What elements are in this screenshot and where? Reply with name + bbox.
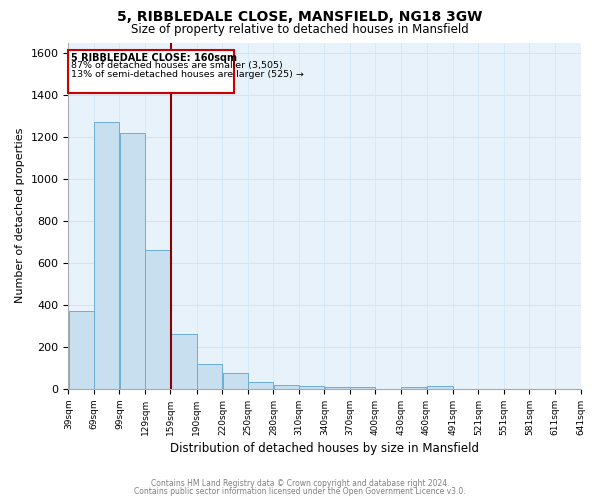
Bar bbox=[401, 387, 427, 389]
Text: 13% of semi-detached houses are larger (525) →: 13% of semi-detached houses are larger (… bbox=[71, 70, 304, 79]
Y-axis label: Number of detached properties: Number of detached properties bbox=[15, 128, 25, 304]
Bar bbox=[197, 364, 222, 389]
Text: Contains public sector information licensed under the Open Government Licence v3: Contains public sector information licen… bbox=[134, 487, 466, 496]
Bar bbox=[427, 386, 452, 389]
FancyBboxPatch shape bbox=[68, 50, 234, 93]
Bar bbox=[68, 312, 94, 389]
Bar bbox=[145, 250, 170, 389]
Text: 87% of detached houses are smaller (3,505): 87% of detached houses are smaller (3,50… bbox=[71, 62, 283, 70]
Text: Size of property relative to detached houses in Mansfield: Size of property relative to detached ho… bbox=[131, 22, 469, 36]
Bar bbox=[119, 133, 145, 389]
Bar bbox=[325, 387, 350, 389]
Text: 5, RIBBLEDALE CLOSE, MANSFIELD, NG18 3GW: 5, RIBBLEDALE CLOSE, MANSFIELD, NG18 3GW bbox=[118, 10, 482, 24]
Bar bbox=[170, 334, 197, 389]
Bar bbox=[94, 122, 119, 389]
Bar bbox=[248, 382, 273, 389]
Bar bbox=[274, 385, 299, 389]
Text: Contains HM Land Registry data © Crown copyright and database right 2024.: Contains HM Land Registry data © Crown c… bbox=[151, 478, 449, 488]
Bar bbox=[350, 387, 375, 389]
X-axis label: Distribution of detached houses by size in Mansfield: Distribution of detached houses by size … bbox=[170, 442, 479, 455]
Text: 5 RIBBLEDALE CLOSE: 160sqm: 5 RIBBLEDALE CLOSE: 160sqm bbox=[71, 53, 237, 63]
Bar bbox=[223, 373, 248, 389]
Bar bbox=[299, 386, 324, 389]
